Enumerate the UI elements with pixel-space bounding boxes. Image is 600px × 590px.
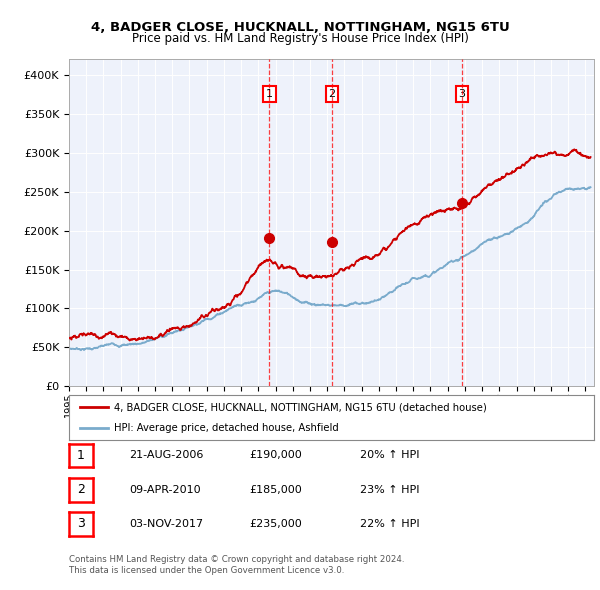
Text: Price paid vs. HM Land Registry's House Price Index (HPI): Price paid vs. HM Land Registry's House …: [131, 32, 469, 45]
Text: HPI: Average price, detached house, Ashfield: HPI: Average price, detached house, Ashf…: [113, 424, 338, 434]
Text: 4, BADGER CLOSE, HUCKNALL, NOTTINGHAM, NG15 6TU (detached house): 4, BADGER CLOSE, HUCKNALL, NOTTINGHAM, N…: [113, 402, 487, 412]
Text: Contains HM Land Registry data © Crown copyright and database right 2024.: Contains HM Land Registry data © Crown c…: [69, 555, 404, 564]
Text: 22% ↑ HPI: 22% ↑ HPI: [360, 519, 419, 529]
Text: 1: 1: [77, 449, 85, 462]
Text: £190,000: £190,000: [249, 451, 302, 460]
Text: 09-APR-2010: 09-APR-2010: [129, 485, 200, 494]
Text: 3: 3: [458, 89, 466, 99]
Text: £235,000: £235,000: [249, 519, 302, 529]
Text: 3: 3: [77, 517, 85, 530]
Text: 2: 2: [77, 483, 85, 496]
Text: 20% ↑ HPI: 20% ↑ HPI: [360, 451, 419, 460]
Text: 03-NOV-2017: 03-NOV-2017: [129, 519, 203, 529]
Text: £185,000: £185,000: [249, 485, 302, 494]
Text: 2: 2: [328, 89, 335, 99]
Text: 4, BADGER CLOSE, HUCKNALL, NOTTINGHAM, NG15 6TU: 4, BADGER CLOSE, HUCKNALL, NOTTINGHAM, N…: [91, 21, 509, 34]
Text: 21-AUG-2006: 21-AUG-2006: [129, 451, 203, 460]
Text: 1: 1: [266, 89, 273, 99]
Text: 23% ↑ HPI: 23% ↑ HPI: [360, 485, 419, 494]
Text: This data is licensed under the Open Government Licence v3.0.: This data is licensed under the Open Gov…: [69, 566, 344, 575]
